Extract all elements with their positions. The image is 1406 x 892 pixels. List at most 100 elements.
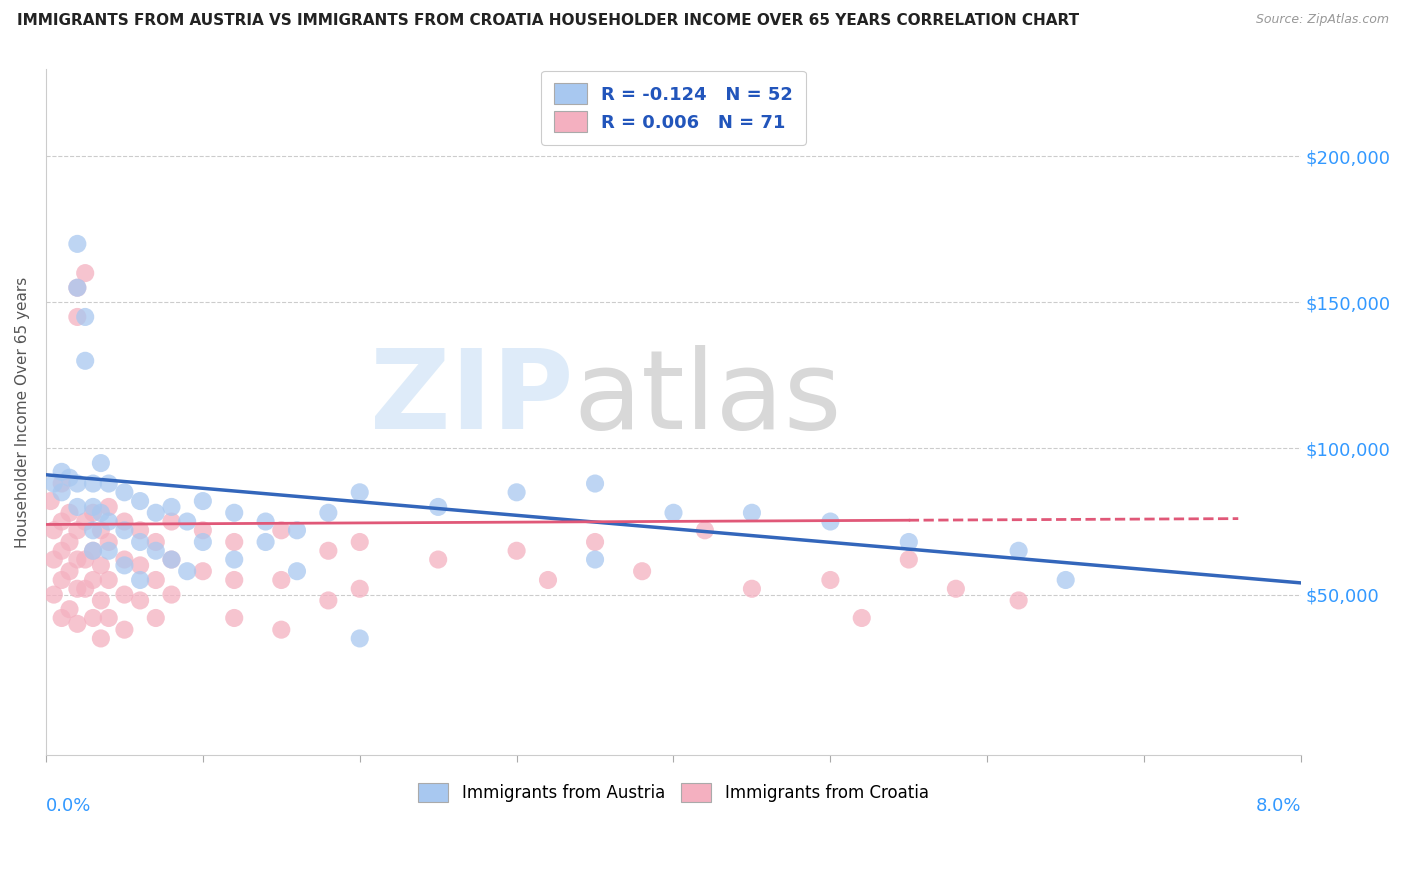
Point xyxy=(662,506,685,520)
Point xyxy=(66,236,89,251)
Text: 8.0%: 8.0% xyxy=(1256,797,1301,814)
Point xyxy=(191,524,214,538)
Point xyxy=(254,515,277,529)
Point xyxy=(82,476,104,491)
Point xyxy=(129,535,152,549)
Point xyxy=(90,506,112,520)
Point xyxy=(897,535,920,549)
Point xyxy=(191,564,214,578)
Point xyxy=(97,611,120,625)
Point xyxy=(505,543,527,558)
Point xyxy=(75,310,97,324)
Text: IMMIGRANTS FROM AUSTRIA VS IMMIGRANTS FROM CROATIA HOUSEHOLDER INCOME OVER 65 YE: IMMIGRANTS FROM AUSTRIA VS IMMIGRANTS FR… xyxy=(17,13,1078,29)
Point xyxy=(66,500,89,514)
Point xyxy=(112,623,135,637)
Point xyxy=(90,456,112,470)
Point xyxy=(51,476,73,491)
Point xyxy=(42,476,65,491)
Point xyxy=(97,476,120,491)
Point xyxy=(42,552,65,566)
Point xyxy=(537,573,560,587)
Point xyxy=(145,611,167,625)
Point xyxy=(160,500,183,514)
Legend: Immigrants from Austria, Immigrants from Croatia: Immigrants from Austria, Immigrants from… xyxy=(412,776,935,809)
Point xyxy=(90,558,112,573)
Point xyxy=(254,535,277,549)
Point xyxy=(112,524,135,538)
Point xyxy=(270,524,292,538)
Point xyxy=(66,476,89,491)
Point xyxy=(1054,573,1077,587)
Point xyxy=(82,500,104,514)
Point xyxy=(82,524,104,538)
Point xyxy=(224,535,246,549)
Point xyxy=(112,558,135,573)
Point xyxy=(75,266,97,280)
Point xyxy=(42,588,65,602)
Point xyxy=(66,281,89,295)
Point xyxy=(427,552,450,566)
Point xyxy=(270,623,292,637)
Point xyxy=(583,552,606,566)
Point xyxy=(318,506,340,520)
Point xyxy=(97,543,120,558)
Point xyxy=(160,588,183,602)
Point xyxy=(75,582,97,596)
Point xyxy=(75,515,97,529)
Point xyxy=(349,632,371,646)
Point xyxy=(1007,543,1029,558)
Point xyxy=(224,506,246,520)
Point xyxy=(66,582,89,596)
Point xyxy=(97,573,120,587)
Point xyxy=(58,506,80,520)
Point xyxy=(90,524,112,538)
Point xyxy=(176,515,198,529)
Point xyxy=(82,506,104,520)
Point xyxy=(51,485,73,500)
Point xyxy=(66,524,89,538)
Point xyxy=(82,543,104,558)
Point xyxy=(58,602,80,616)
Point xyxy=(97,515,120,529)
Point xyxy=(82,543,104,558)
Point xyxy=(97,535,120,549)
Point xyxy=(224,611,246,625)
Point xyxy=(51,611,73,625)
Point xyxy=(270,573,292,587)
Point xyxy=(97,500,120,514)
Point xyxy=(1007,593,1029,607)
Point xyxy=(112,552,135,566)
Point xyxy=(160,552,183,566)
Point xyxy=(51,465,73,479)
Point xyxy=(39,494,62,508)
Point xyxy=(583,476,606,491)
Point xyxy=(349,485,371,500)
Point xyxy=(112,515,135,529)
Point xyxy=(90,632,112,646)
Point xyxy=(75,552,97,566)
Point xyxy=(82,573,104,587)
Point xyxy=(820,515,842,529)
Point xyxy=(58,535,80,549)
Point xyxy=(285,524,308,538)
Point xyxy=(75,353,97,368)
Point xyxy=(145,573,167,587)
Point xyxy=(505,485,527,500)
Point xyxy=(191,494,214,508)
Point xyxy=(897,552,920,566)
Point xyxy=(145,535,167,549)
Point xyxy=(66,310,89,324)
Point xyxy=(145,506,167,520)
Point xyxy=(349,582,371,596)
Text: 0.0%: 0.0% xyxy=(46,797,91,814)
Point xyxy=(58,471,80,485)
Point xyxy=(90,593,112,607)
Point xyxy=(741,506,763,520)
Point xyxy=(51,573,73,587)
Point xyxy=(285,564,308,578)
Point xyxy=(42,524,65,538)
Point xyxy=(66,281,89,295)
Point xyxy=(820,573,842,587)
Text: Source: ZipAtlas.com: Source: ZipAtlas.com xyxy=(1256,13,1389,27)
Point xyxy=(112,485,135,500)
